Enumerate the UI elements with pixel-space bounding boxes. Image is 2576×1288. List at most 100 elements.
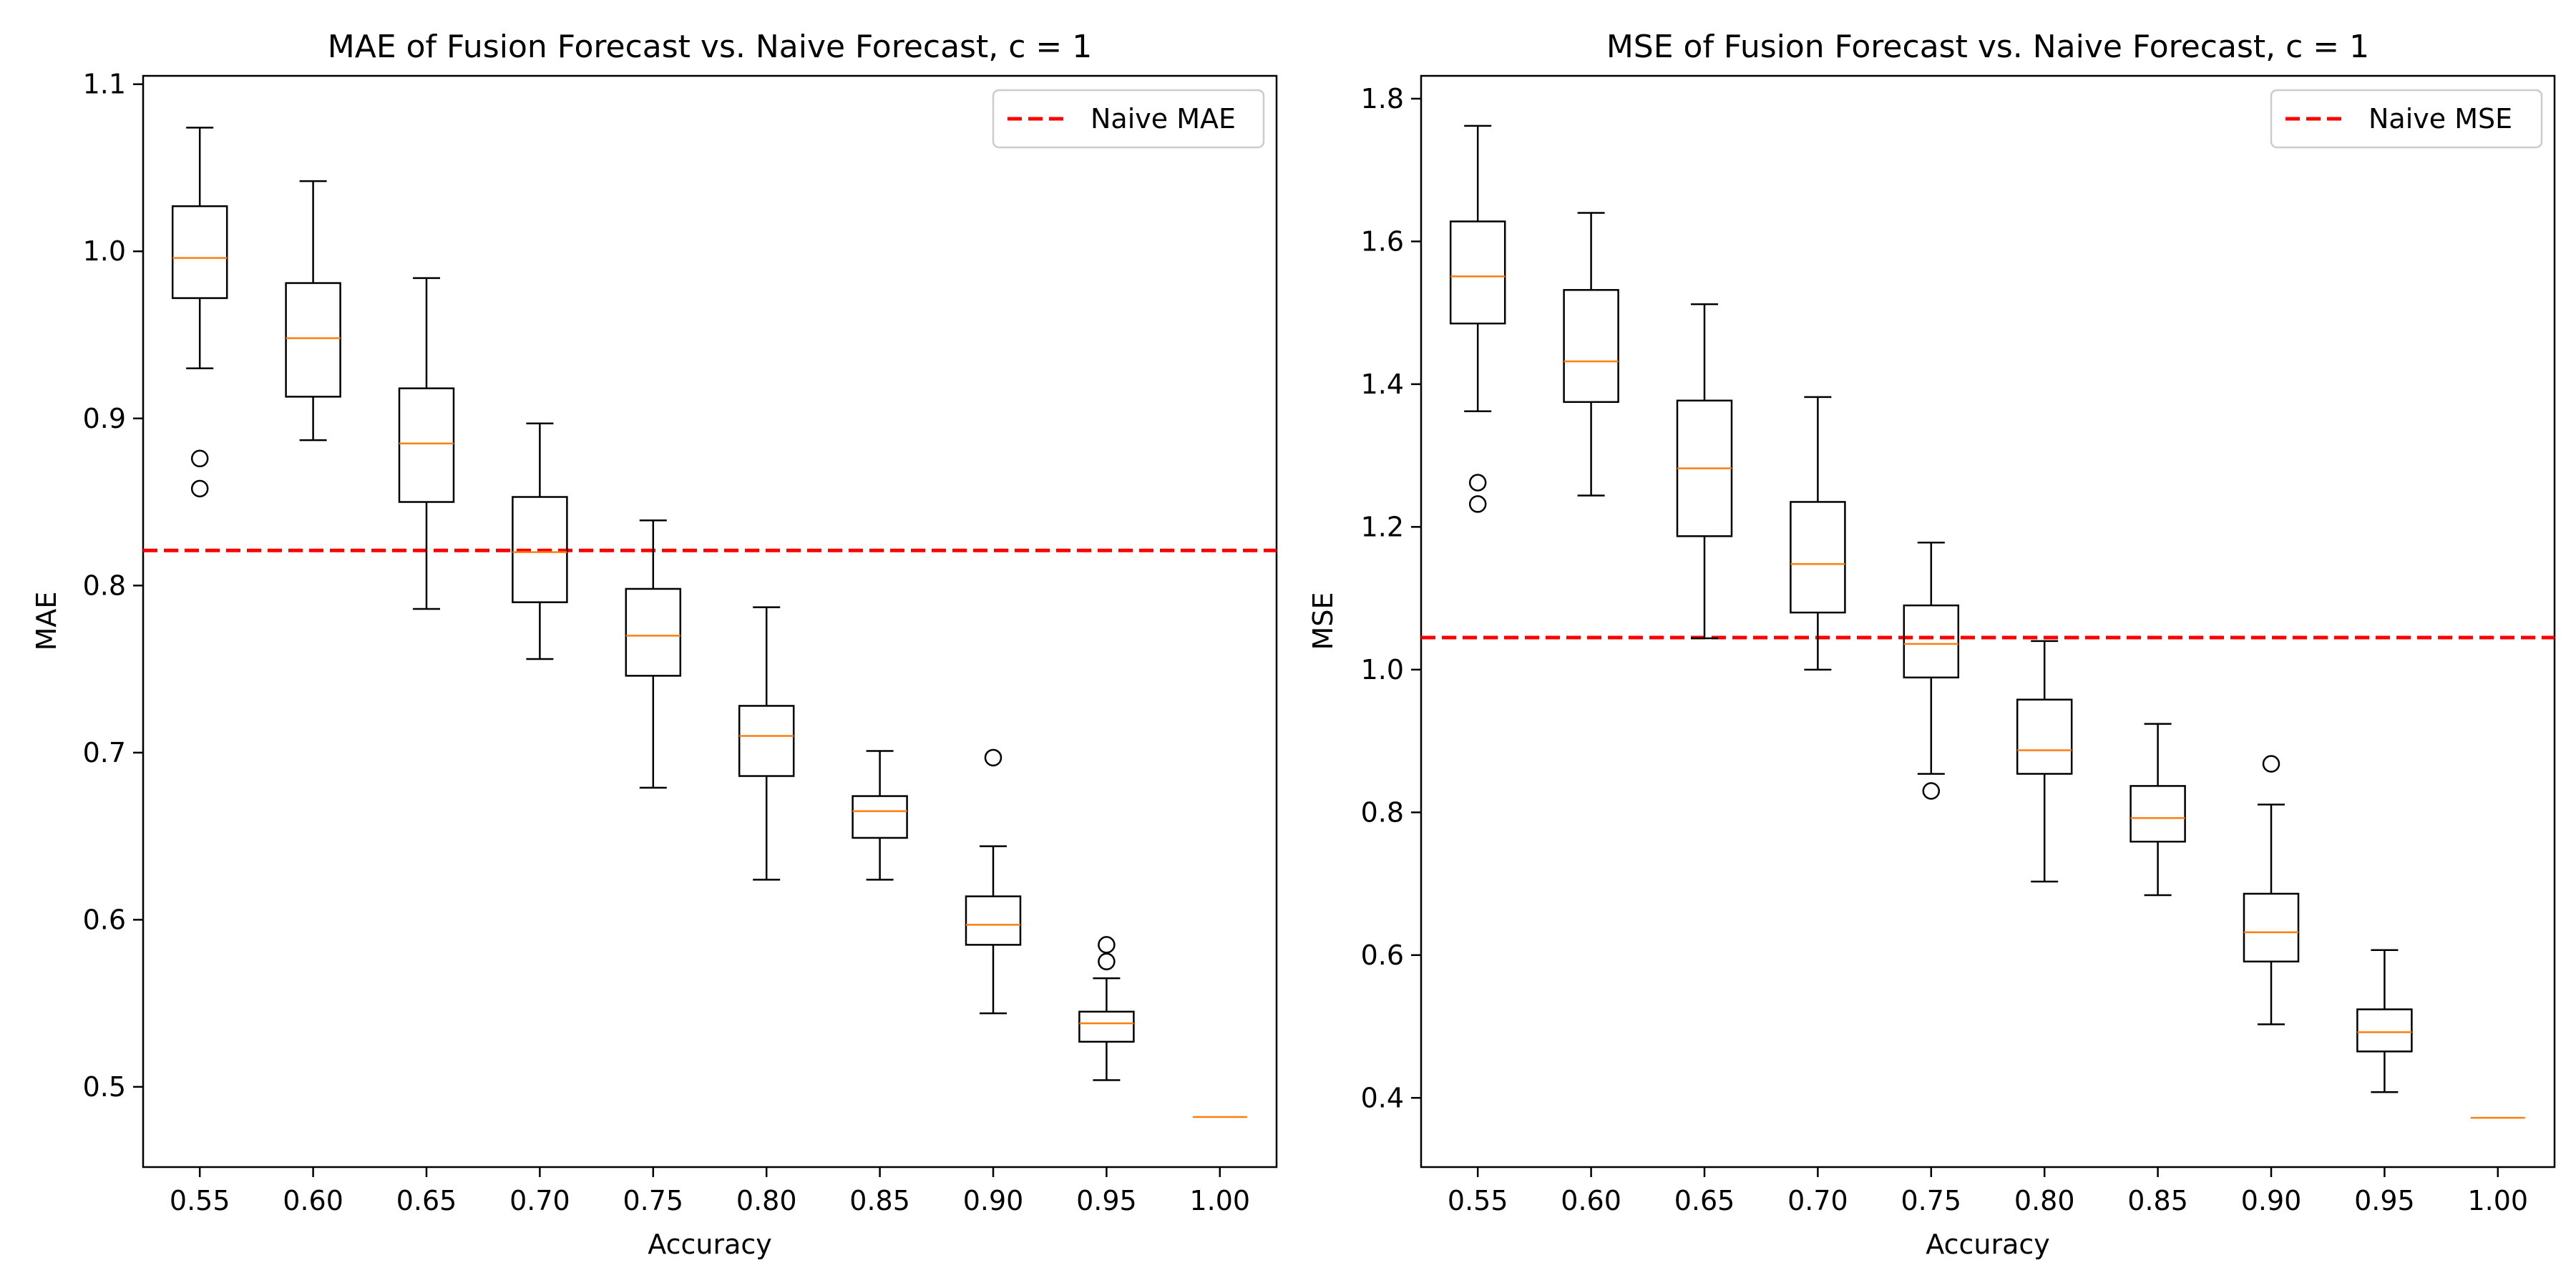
mse-x-axis: 0.55 0.60 0.65 0.70 0.75 0.80 0.85 0.90 0.95 1.00 xyxy=(1448,1167,2528,1216)
mae-y-axis: 0.5 0.6 0.7 0.8 0.9 1.0 1.1 xyxy=(83,69,143,1103)
mse-box-0.75 xyxy=(1903,542,1960,800)
mae-box-0.95 xyxy=(1078,936,1135,1081)
iqr-box xyxy=(1563,288,1619,404)
iqr-box xyxy=(1449,220,1506,325)
iqr-box xyxy=(2129,785,2186,843)
mae-y-tick-label: 0.9 xyxy=(83,403,126,434)
mse-y-tick-label: 1.6 xyxy=(1361,225,1404,257)
mae-y-tick-label: 0.5 xyxy=(83,1071,126,1103)
mse-box-0.65 xyxy=(1676,303,1733,640)
mse-legend: Naive MSE xyxy=(2270,89,2543,149)
outlier-point xyxy=(1922,782,1941,800)
mse-y-tick-label: 0.8 xyxy=(1361,796,1404,828)
mae-chart-panel: MAE of Fusion Forecast vs. Naive Forecas… xyxy=(31,29,1278,1260)
mse-boxes xyxy=(1449,125,2525,1119)
mse-y-tick-label: 0.4 xyxy=(1361,1082,1404,1113)
outlier-point xyxy=(2262,755,2280,773)
mae-y-tick-label: 0.6 xyxy=(83,904,126,935)
accuracy-x-tick-label: 0.60 xyxy=(1561,1185,1621,1216)
accuracy-x-tick-label: 0.95 xyxy=(1076,1185,1137,1216)
iqr-box xyxy=(398,387,455,503)
outlier-point xyxy=(984,748,1002,767)
mae-y-tick-label: 1.0 xyxy=(83,235,126,267)
mse-box-0.90 xyxy=(2243,755,2300,1025)
accuracy-x-tick-label: 0.65 xyxy=(396,1185,457,1216)
accuracy-x-tick-label: 1.00 xyxy=(1189,1185,1250,1216)
accuracy-x-tick-label: 0.70 xyxy=(509,1185,570,1216)
accuracy-x-tick-label: 0.80 xyxy=(2014,1185,2075,1216)
mae-legend: Naive MAE xyxy=(992,89,1265,149)
iqr-box xyxy=(512,496,568,603)
mae-box-0.90 xyxy=(965,748,1022,1015)
mse-y-axis: 0.4 0.6 0.8 1.0 1.2 1.4 1.6 1.8 xyxy=(1361,83,1421,1113)
mae-box-0.70 xyxy=(512,422,568,660)
mse-plot-area xyxy=(1420,74,2556,1169)
mae-box-0.60 xyxy=(285,180,341,441)
accuracy-x-tick-label: 0.85 xyxy=(849,1185,910,1216)
mse-legend-frame xyxy=(2270,89,2543,149)
accuracy-x-tick-label: 1.00 xyxy=(2467,1185,2528,1216)
mse-box-0.55 xyxy=(1449,125,1506,513)
mse-x-axis-label: Accuracy xyxy=(1926,1229,2050,1260)
mae-x-axis: 0.55 0.60 0.65 0.70 0.75 0.80 0.85 0.90 0.95 1.00 xyxy=(170,1167,1250,1216)
iqr-box xyxy=(625,587,682,677)
mae-box-0.80 xyxy=(738,606,795,881)
mse-y-tick-label: 1.4 xyxy=(1361,369,1404,400)
accuracy-x-tick-label: 0.60 xyxy=(283,1185,343,1216)
mae-box-0.55 xyxy=(171,127,228,498)
accuracy-x-tick-label: 0.65 xyxy=(1674,1185,1735,1216)
mae-boxes xyxy=(171,127,1247,1118)
mae-x-axis-label: Accuracy xyxy=(648,1229,772,1260)
mae-box-0.65 xyxy=(398,277,455,610)
accuracy-x-tick-label: 0.85 xyxy=(2127,1185,2188,1216)
mse-box-0.70 xyxy=(1790,396,1846,671)
mae-y-axis-label: MAE xyxy=(31,592,62,651)
accuracy-x-tick-label: 0.95 xyxy=(2354,1185,2415,1216)
mae-y-tick-label: 1.1 xyxy=(83,69,126,100)
accuracy-x-tick-label: 0.75 xyxy=(1901,1185,1961,1216)
outlier-point xyxy=(1098,952,1116,970)
iqr-box xyxy=(285,282,341,398)
mse-box-0.60 xyxy=(1563,212,1619,497)
mse-y-tick-label: 1.2 xyxy=(1361,511,1404,542)
mse-y-tick-label: 1.0 xyxy=(1361,654,1404,686)
iqr-box xyxy=(1790,501,1846,614)
iqr-box xyxy=(2356,1008,2413,1053)
mae-legend-frame xyxy=(992,89,1265,149)
mse-chart-panel: MSE of Fusion Forecast vs. Naive Forecas… xyxy=(1307,29,2556,1260)
outlier-point xyxy=(190,479,209,498)
mse-legend-label: Naive MSE xyxy=(2368,103,2512,135)
iqr-box xyxy=(171,205,228,299)
outlier-point xyxy=(1098,936,1116,954)
mae-box-0.85 xyxy=(852,750,908,881)
mse-y-tick-label: 0.6 xyxy=(1361,940,1404,971)
mae-plot-area xyxy=(142,74,1278,1169)
iqr-box xyxy=(1903,604,1960,679)
iqr-box xyxy=(852,795,908,839)
mse-box-0.95 xyxy=(2356,949,2413,1093)
outlier-point xyxy=(1468,495,1487,513)
mse-box-0.80 xyxy=(2016,640,2073,883)
accuracy-x-tick-label: 0.90 xyxy=(2241,1185,2302,1216)
mae-chart-title: MAE of Fusion Forecast vs. Naive Forecas… xyxy=(328,29,1092,65)
mse-y-axis-label: MSE xyxy=(1307,592,1339,650)
mae-y-tick-label: 0.8 xyxy=(83,570,126,601)
iqr-box xyxy=(2243,892,2300,963)
iqr-box xyxy=(1078,1010,1135,1043)
mae-box-0.75 xyxy=(625,519,682,789)
mse-box-0.85 xyxy=(2129,723,2186,897)
iqr-box xyxy=(2016,698,2073,775)
mae-legend-label: Naive MAE xyxy=(1091,103,1236,135)
accuracy-x-tick-label: 0.75 xyxy=(623,1185,683,1216)
accuracy-x-tick-label: 0.55 xyxy=(1448,1185,1508,1216)
accuracy-x-tick-label: 0.80 xyxy=(736,1185,797,1216)
iqr-box xyxy=(738,705,795,777)
mse-y-tick-label: 1.8 xyxy=(1361,83,1404,114)
accuracy-x-tick-label: 0.70 xyxy=(1787,1185,1848,1216)
accuracy-x-tick-label: 0.90 xyxy=(963,1185,1024,1216)
outlier-point xyxy=(190,449,209,468)
accuracy-x-tick-label: 0.55 xyxy=(170,1185,230,1216)
iqr-box xyxy=(965,895,1022,946)
mse-chart-title: MSE of Fusion Forecast vs. Naive Forecas… xyxy=(1606,29,2369,65)
